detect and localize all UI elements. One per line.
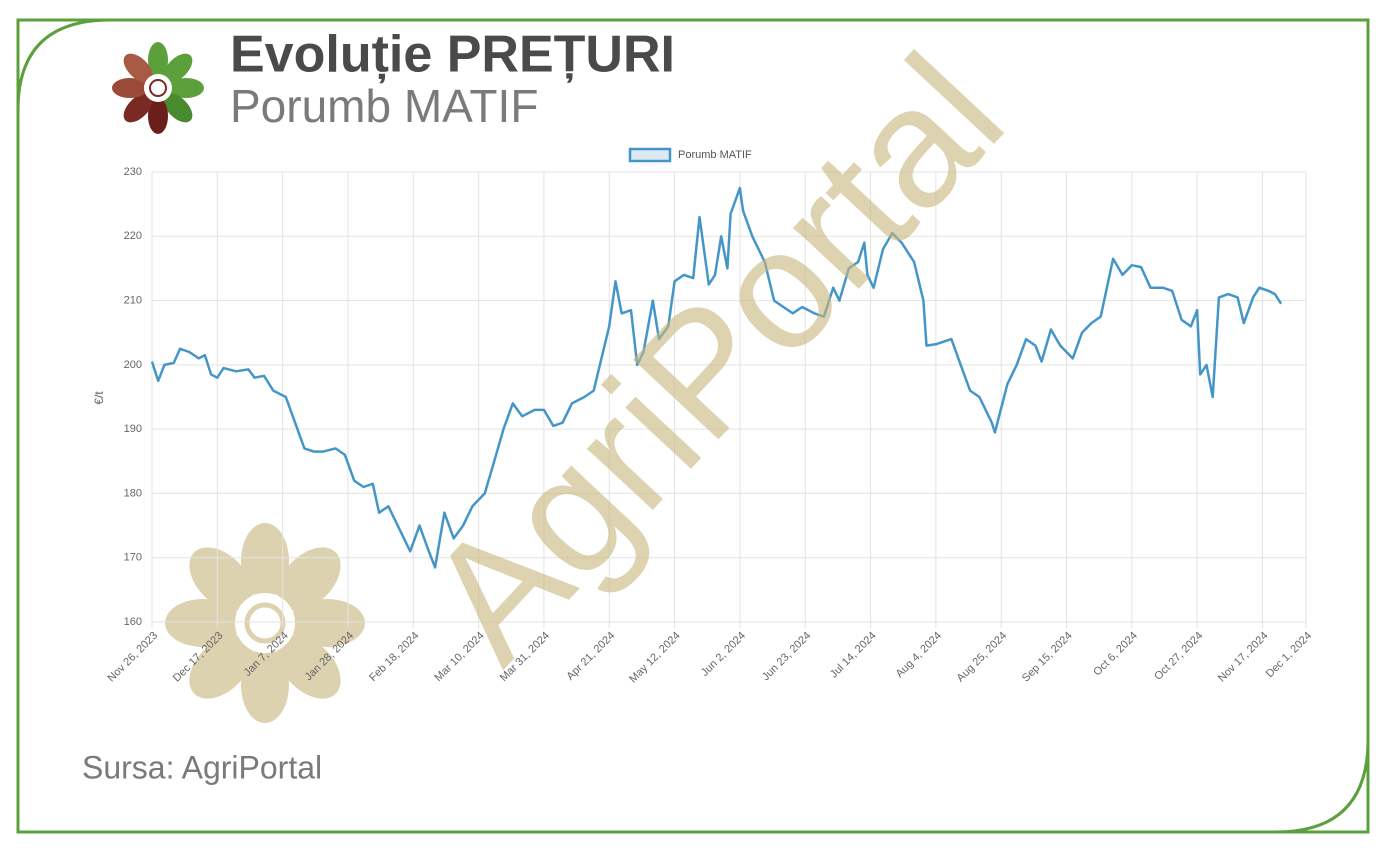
y-tick-label: 210 <box>124 294 142 306</box>
source: Sursa: AgriPortal <box>82 749 322 785</box>
subtitle: Porumb MATIF <box>230 80 538 132</box>
title: Evoluție PREȚURI <box>230 26 675 84</box>
watermark-logo <box>165 523 365 723</box>
y-tick-label: 170 <box>124 552 142 564</box>
y-tick-label: 190 <box>124 423 142 435</box>
y-tick-label: 230 <box>124 166 142 178</box>
y-tick-label: 180 <box>124 487 142 499</box>
data-line <box>150 186 1283 569</box>
y-tick-label: 200 <box>124 359 142 371</box>
y-tick-label: 220 <box>124 230 142 242</box>
y-tick-label: 160 <box>124 616 142 628</box>
legend-swatch <box>628 147 672 163</box>
y-axis-label: €/t <box>92 391 106 405</box>
legend-label: Porumb MATIF <box>678 149 752 161</box>
logo <box>112 42 204 134</box>
